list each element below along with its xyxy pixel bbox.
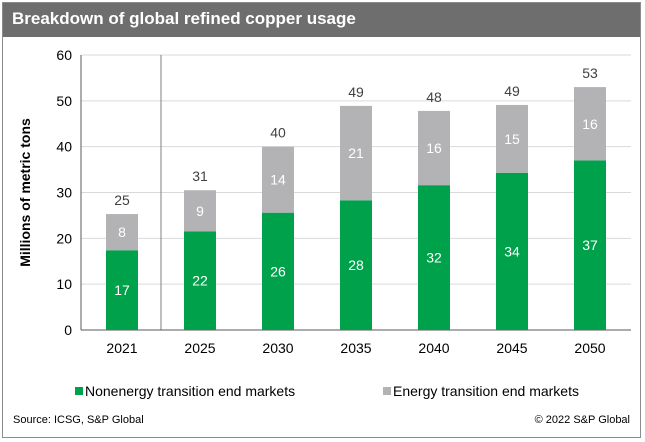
data-label-total: 40 [270, 125, 286, 141]
bar-nonenergy [574, 160, 606, 330]
y-tick-label: 0 [64, 322, 72, 338]
x-tick-label: 2021 [106, 340, 137, 356]
y-tick-label: 50 [56, 93, 72, 109]
legend-label: Nonenergy transition end markets [85, 383, 295, 399]
data-label-nonenergy: 26 [270, 263, 286, 279]
y-axis-title: Millions of metric tons [17, 118, 33, 267]
x-tick-label: 2025 [184, 340, 215, 356]
bar-nonenergy [340, 200, 372, 330]
data-label-energy: 16 [426, 140, 442, 156]
bar-energy [496, 104, 528, 173]
bar-nonenergy [106, 250, 138, 330]
bar-energy [574, 87, 606, 161]
data-label-energy: 8 [118, 224, 126, 240]
copyright-note: © 2022 S&P Global [534, 414, 630, 426]
data-label-nonenergy: 28 [348, 257, 364, 273]
data-label-energy: 14 [270, 172, 286, 188]
x-tick-label: 2035 [340, 340, 371, 356]
x-tick-label: 2050 [574, 340, 605, 356]
y-tick-label: 60 [56, 47, 72, 63]
y-tick-label: 30 [56, 185, 72, 201]
bar-nonenergy [184, 231, 216, 330]
data-label-nonenergy: 34 [504, 243, 520, 259]
data-label-total: 31 [192, 168, 208, 184]
data-label-total: 48 [426, 89, 442, 105]
data-label-total: 53 [582, 65, 598, 81]
bar-energy [106, 214, 138, 251]
legend-label: Energy transition end markets [393, 383, 579, 399]
data-label-total: 25 [114, 192, 130, 208]
bar-energy [184, 190, 216, 232]
data-label-total: 49 [504, 83, 520, 99]
bar-nonenergy [262, 212, 294, 330]
bar-nonenergy [418, 185, 450, 330]
data-label-energy: 16 [582, 116, 598, 132]
y-tick-label: 20 [56, 230, 72, 246]
chart-frame: Breakdown of global refined copper usage… [2, 2, 641, 438]
y-tick-label: 40 [56, 139, 72, 155]
x-tick-label: 2030 [262, 340, 293, 356]
bar-energy [340, 105, 372, 201]
source-note: Source: ICSG, S&P Global [13, 414, 144, 426]
legend-swatch [75, 387, 83, 395]
bar-energy [418, 110, 450, 186]
title-bar: Breakdown of global refined copper usage [3, 3, 640, 37]
data-label-total: 49 [348, 84, 364, 100]
data-label-nonenergy: 32 [426, 250, 442, 266]
chart-title: Breakdown of global refined copper usage [12, 9, 356, 28]
legend-swatch [383, 387, 391, 395]
data-label-nonenergy: 17 [114, 282, 130, 298]
data-label-energy: 15 [504, 131, 520, 147]
bar-energy [262, 146, 294, 213]
y-tick-label: 10 [56, 276, 72, 292]
x-tick-label: 2045 [496, 340, 527, 356]
data-label-energy: 21 [348, 145, 364, 161]
x-tick-label: 2040 [418, 340, 449, 356]
data-label-energy: 9 [196, 203, 204, 219]
data-label-nonenergy: 37 [582, 237, 598, 253]
bar-nonenergy [496, 172, 528, 330]
data-label-nonenergy: 22 [192, 273, 208, 289]
